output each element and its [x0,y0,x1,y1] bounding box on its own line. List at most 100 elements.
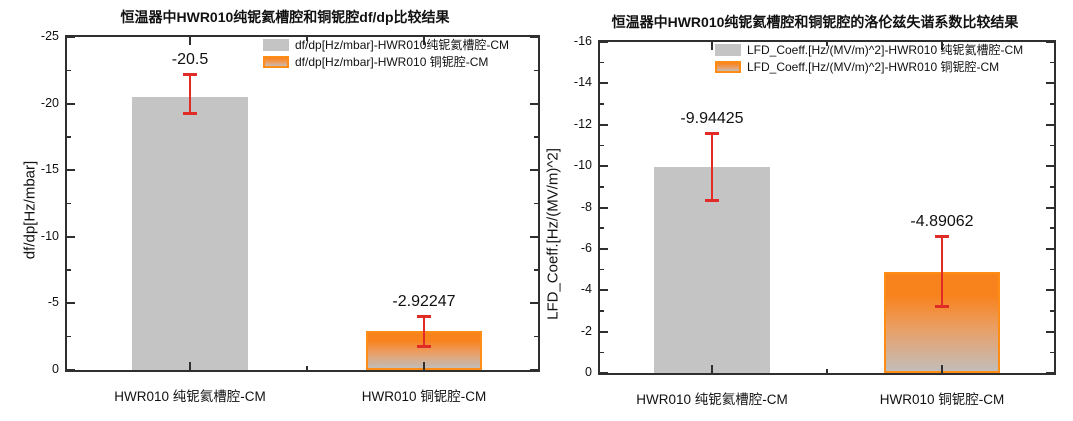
y-axis-tick [530,169,538,172]
legend-item: df/dp[Hz/mbar]-HWR010 铜铌腔-CM [263,54,509,69]
y-axis-tick [1046,82,1054,85]
error-bar-cap-bottom [183,112,197,116]
y-axis-tick [600,206,608,209]
y-axis-tick [600,41,608,43]
y-axis-minor-tick [600,186,604,188]
y-axis-tick [600,372,608,374]
y-axis-tick [530,235,538,238]
error-bar-cap-top [935,235,949,239]
legend-label: LFD_Coeff.[Hz/(MV/m)^2]-HWR010 铜铌腔-CM [747,60,1000,74]
y-axis-minor-tick [67,269,71,271]
y-axis-minor-tick [67,69,71,72]
y-tick-label: -5 [47,295,59,310]
y-axis-tick [1046,165,1054,168]
legend-label: df/dp[Hz/mbar]-HWR010纯铌氦槽腔-CM [295,38,510,52]
value-label: -4.89062 [910,213,974,231]
y-axis-minor-tick [67,136,71,138]
chart-title: 恒温器中HWR010纯铌氦槽腔和铜铌腔df/dp比较结果 [120,9,450,25]
y-axis-tick [600,123,608,126]
y-axis-minor-tick [600,310,604,312]
legend-swatch-gray [263,38,289,51]
y-axis-minor-tick [534,269,538,271]
y-axis-minor-tick [600,351,604,354]
bar-gray [132,96,248,370]
y-axis-minor-tick [600,227,604,229]
y-axis-minor-tick [534,335,538,338]
y-axis-tick [67,235,75,238]
chart-dfdp-comparison: 恒温器中HWR010纯铌氦槽腔和铜铌腔df/dp比较结果 df/dp[Hz/mb… [22,9,540,404]
y-tick-label: -10 [40,228,59,243]
y-axis-tick [1046,330,1054,333]
y-axis-minor-tick [1050,268,1054,271]
y-tick-label: -15 [40,162,59,177]
y-axis-minor-tick [1050,186,1054,188]
x-axis-tick [423,37,425,45]
error-bar-line [940,236,944,307]
y-tick-label: -8 [580,199,592,214]
y-tick-label: -25 [40,29,59,43]
plot-area: -9.94425 -4.89062 [598,40,1056,375]
y-tick-label: -2 [580,323,592,338]
y-axis-tick [530,102,538,105]
y-axis-minor-tick [534,69,538,72]
y-axis-minor-tick [600,268,604,271]
y-tick-label: -10 [573,158,592,173]
x-axis-tick [941,42,943,50]
error-bar-line [710,133,714,202]
legend-item: df/dp[Hz/mbar]-HWR010纯铌氦槽腔-CM [263,37,509,52]
value-label: -2.92247 [392,292,456,310]
legend-label: df/dp[Hz/mbar]-HWR010 铜铌腔-CM [295,55,489,69]
x-axis-tick [189,37,191,45]
y-tick-label: -20 [40,95,59,110]
x-axis-minor-tick [826,369,828,373]
legend-item: LFD_Coeff.[Hz/(MV/m)^2]-HWR010 铜铌腔-CM [715,59,1023,74]
y-axis-tick [600,247,608,250]
y-axis-minor-tick [534,136,538,138]
chart-title: 恒温器中HWR010纯铌氦槽腔和铜铌腔的洛伦兹失谐系数比较结果 [611,14,1019,30]
value-label: -9.94425 [680,110,744,128]
y-axis-minor-tick [67,202,71,205]
category-label: HWR010 铜铌腔-CM [361,389,487,404]
error-bar-cap-top [705,132,719,136]
x-axis-tick [423,362,425,370]
y-axis-tick [1046,372,1054,374]
y-tick-label: -16 [573,34,592,48]
y-axis-tick [67,302,75,305]
error-bar-cap-bottom [417,345,431,349]
legend-item: LFD_Coeff.[Hz/(MV/m)^2]-HWR010 纯铌氦槽腔-CM [715,42,1023,57]
error-bar-cap-bottom [935,304,949,308]
y-tick-label: -4 [580,282,592,297]
x-axis-tick [189,362,191,370]
y-tick-label: 0 [52,362,59,376]
error-bar-line [422,315,426,348]
y-axis-minor-tick [1050,227,1054,229]
legend: df/dp[Hz/mbar]-HWR010纯铌氦槽腔-CM df/dp[Hz/mb… [263,37,509,69]
y-axis-tick [67,102,75,105]
y-axis-minor-tick [1050,144,1054,147]
y-axis-minor-tick [1050,61,1054,64]
legend-swatch-gray [715,43,741,56]
y-tick-label: -14 [573,75,592,90]
y-axis-tick [1046,41,1054,43]
value-label: -20.5 [171,51,209,69]
category-label: HWR010 纯铌氦槽腔-CM [114,389,266,404]
y-axis-minor-tick [600,144,604,147]
y-axis-tick [530,302,538,305]
category-label: HWR010 纯铌氦槽腔-CM [636,392,788,407]
legend-swatch-orange [715,60,741,73]
y-axis-tick [600,330,608,333]
y-axis-minor-tick [600,61,604,64]
x-axis-tick [711,365,713,373]
y-axis-minor-tick [1050,103,1054,105]
y-axis-minor-tick [1050,310,1054,312]
y-axis-tick [67,36,75,38]
y-axis-minor-tick [534,202,538,205]
legend: LFD_Coeff.[Hz/(MV/m)^2]-HWR010 纯铌氦槽腔-CM L… [715,42,1023,74]
legend-swatch-orange [263,55,289,68]
chart-lfd-comparison: 恒温器中HWR010纯铌氦槽腔和铜铌腔的洛伦兹失谐系数比较结果 LFD_Coef… [540,0,1073,421]
error-bar-cap-top [417,314,431,318]
y-axis-minor-tick [1050,351,1054,354]
plot-area: -20.5 -2.92247 [65,35,540,372]
error-bar-line [188,74,192,115]
